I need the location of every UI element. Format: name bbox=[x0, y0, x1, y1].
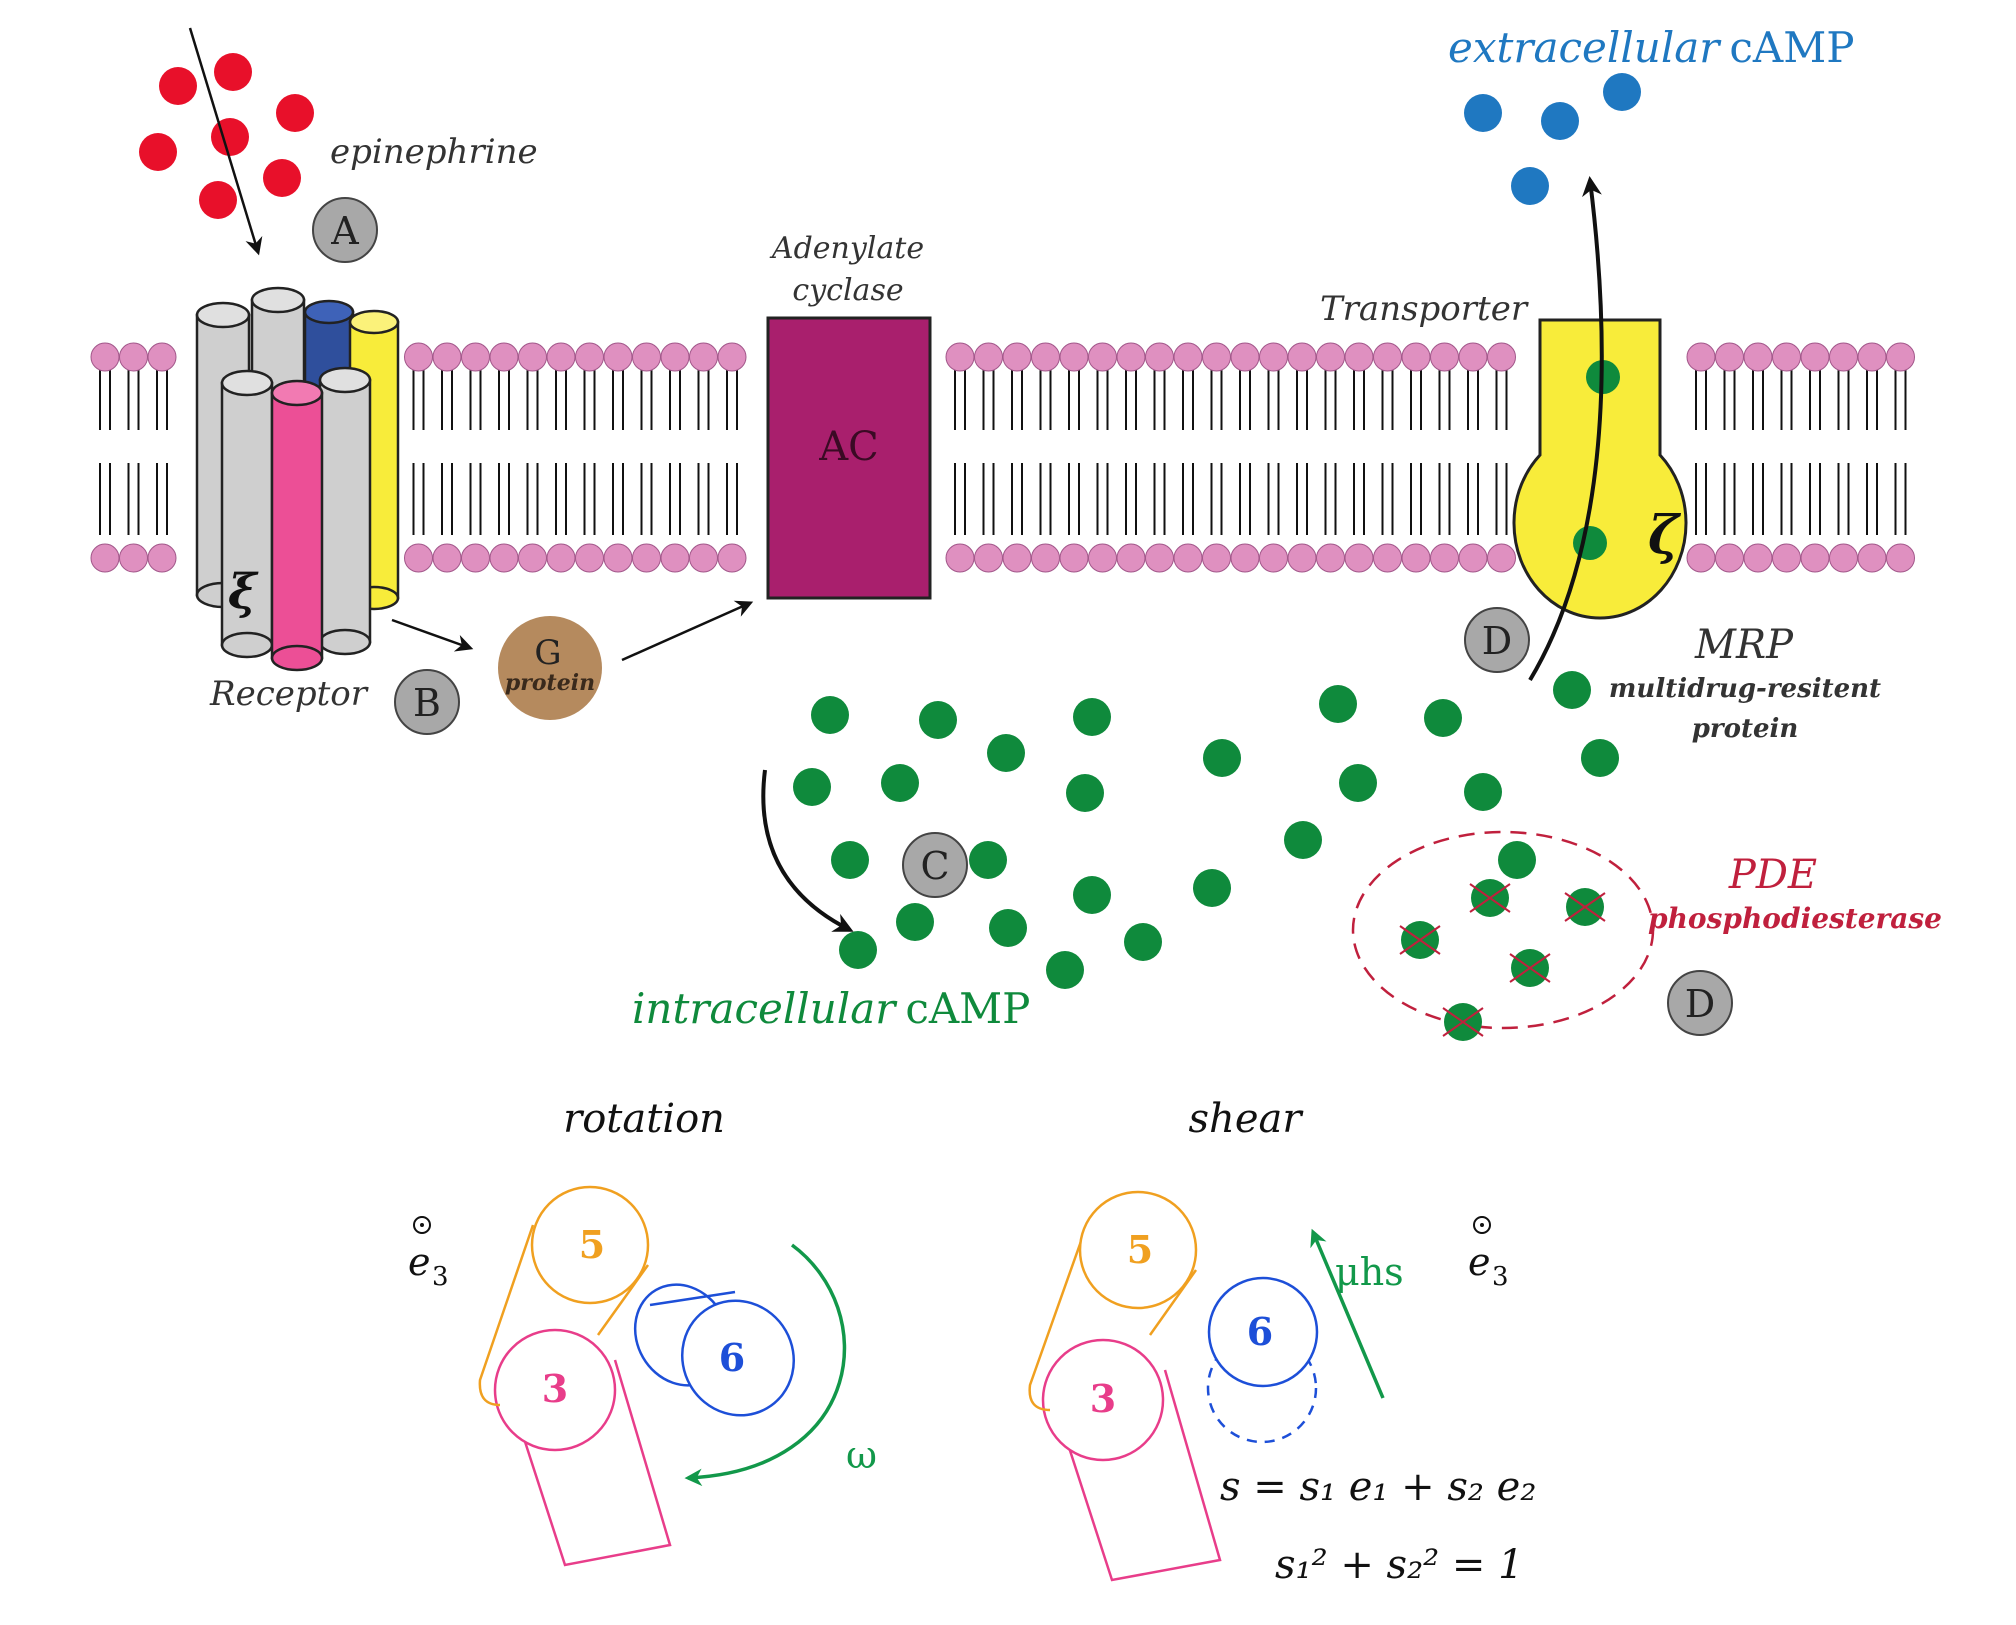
epinephrine-label: epinephrine bbox=[330, 132, 538, 172]
adenylate-cyclase-label-line2: cyclase bbox=[792, 273, 903, 308]
svg-text:G: G bbox=[534, 633, 561, 673]
svg-text:e: e bbox=[1468, 1240, 1491, 1284]
receptor-symbol: ξ bbox=[228, 564, 259, 620]
pde-region bbox=[1351, 830, 1655, 1030]
svg-text:3: 3 bbox=[1492, 1262, 1509, 1292]
g-protein: G protein bbox=[498, 616, 602, 720]
rotation-title: rotation bbox=[563, 1096, 725, 1142]
receptor: ξ bbox=[195, 286, 400, 672]
epinephrine-arrow bbox=[188, 27, 263, 256]
cAMP-production-arrow bbox=[761, 769, 854, 932]
receptor-helix-front-gray-2 bbox=[318, 366, 372, 656]
cAMP-efflux-arrow bbox=[1528, 176, 1604, 682]
mrp-full-line1: multidrug-resitent bbox=[1609, 674, 1881, 704]
mrp-label: MRP bbox=[1694, 622, 1794, 668]
transporter-label: Transporter bbox=[1320, 289, 1529, 329]
lipid-bilayer-membrane bbox=[90, 342, 1915, 573]
adenylate-cyclase: AC bbox=[766, 316, 932, 600]
receptor-helix-front-gray-1 bbox=[220, 369, 274, 659]
pde-full-label: phosphodiesterase bbox=[1648, 902, 1942, 935]
shear-helix-6-label: 6 bbox=[1247, 1309, 1273, 1354]
intracellular-camp-label: intracellular cAMP bbox=[632, 984, 1030, 1033]
e3-axis-left: e 3 bbox=[408, 1216, 449, 1292]
pde-label: PDE bbox=[1728, 852, 1817, 898]
equation-1: s = s₁ e₁ + s₂ e₂ bbox=[1220, 1464, 1536, 1510]
extracellular-camp-label: extracellular cAMP bbox=[1448, 23, 1855, 72]
svg-text:protein: protein bbox=[505, 670, 595, 696]
badge-c: C bbox=[902, 832, 968, 898]
shear-helix-3-label: 3 bbox=[1090, 1376, 1116, 1421]
svg-text:e: e bbox=[408, 1240, 431, 1284]
rotation-helix-3-label: 3 bbox=[542, 1366, 568, 1411]
epinephrine-molecules bbox=[139, 53, 314, 219]
badge-b: B bbox=[394, 669, 460, 735]
equation-2: s₁² + s₂² = 1 bbox=[1275, 1542, 1524, 1588]
rotation-helix-5 bbox=[478, 1185, 650, 1407]
shear-helix-5-label: 5 bbox=[1127, 1227, 1153, 1272]
rotation-helix-6-label: 6 bbox=[719, 1335, 745, 1380]
shear-helix-5 bbox=[1028, 1190, 1198, 1412]
rotation-helix-3 bbox=[493, 1328, 672, 1567]
intracellular-camp-molecules bbox=[793, 671, 1619, 989]
shear-title: shear bbox=[1189, 1096, 1305, 1142]
svg-text:B: B bbox=[413, 681, 441, 725]
svg-text:ζ: ζ bbox=[1648, 505, 1682, 566]
shear-label: μhs bbox=[1335, 1250, 1404, 1294]
rotation-helix-6 bbox=[633, 1283, 796, 1417]
extracellular-camp-molecules bbox=[1464, 73, 1641, 205]
receptor-to-gprotein-arrow bbox=[391, 618, 474, 652]
svg-text:A: A bbox=[330, 209, 359, 253]
shear-arrow bbox=[1310, 1228, 1385, 1399]
shear-helix-3 bbox=[1041, 1338, 1222, 1582]
badge-a: A bbox=[312, 197, 378, 263]
transporter: ζ bbox=[1512, 318, 1688, 620]
mrp-full-line2: protein bbox=[1692, 714, 1799, 744]
receptor-label: Receptor bbox=[209, 674, 369, 714]
adenylate-cyclase-label-line1: Adenylate bbox=[769, 231, 924, 266]
gprotein-to-ac-arrow bbox=[621, 600, 754, 662]
shear-helix-6 bbox=[1206, 1276, 1319, 1444]
rotation-helix-5-label: 5 bbox=[579, 1222, 605, 1267]
svg-text:D: D bbox=[1685, 982, 1715, 1026]
receptor-helix-pink bbox=[270, 379, 324, 672]
omega-rotation-arrow bbox=[684, 1243, 847, 1487]
svg-text:AC: AC bbox=[818, 424, 879, 470]
badge-d-transporter: D bbox=[1464, 607, 1530, 673]
pde-degraded-camp bbox=[1399, 879, 1606, 1041]
e3-axis-right: e 3 bbox=[1468, 1216, 1509, 1292]
svg-text:3: 3 bbox=[432, 1262, 449, 1292]
svg-text:D: D bbox=[1482, 619, 1512, 663]
omega-label: ω bbox=[846, 1433, 877, 1477]
badge-d-pde: D bbox=[1667, 970, 1733, 1036]
svg-text:C: C bbox=[920, 844, 949, 888]
